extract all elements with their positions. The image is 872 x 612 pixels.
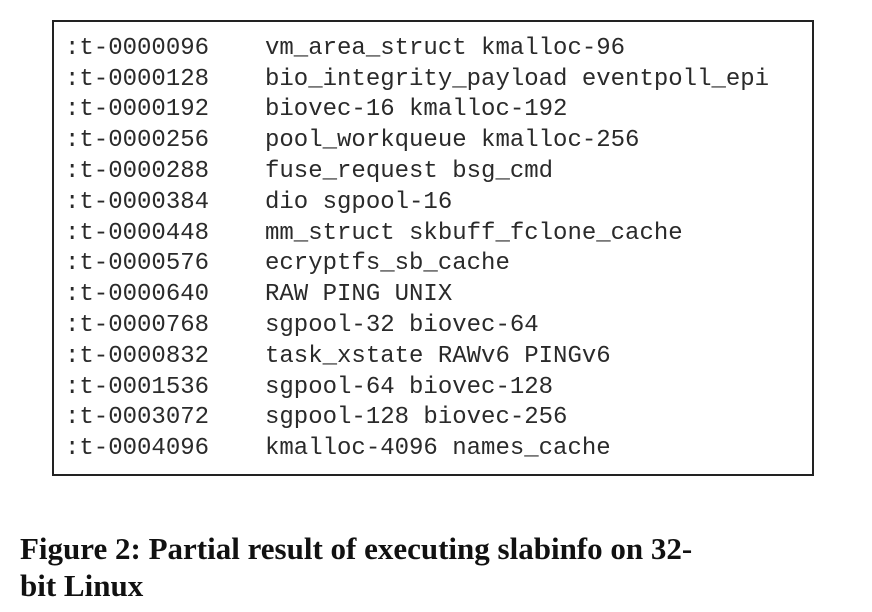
- listing-row: :t-0000768 sgpool-32 biovec-64: [65, 310, 769, 341]
- listing-row: :t-0004096 kmalloc-4096 names_cache: [65, 433, 769, 464]
- slab-id: :t-0000448: [65, 219, 210, 247]
- slab-caches: vm_area_struct kmalloc-96: [265, 34, 626, 62]
- listing-row: :t-0000096 vm_area_struct kmalloc-96: [65, 33, 769, 64]
- listing-rows: :t-0000096 vm_area_struct kmalloc-96 :t-0…: [65, 33, 769, 464]
- listing-row: :t-0000256 pool_workqueue kmalloc-256: [65, 125, 769, 156]
- slab-id: :t-0000288: [65, 158, 210, 186]
- listing-row: :t-0000640 RAW PING UNIX: [65, 279, 769, 310]
- listing-row: :t-0001536 sgpool-64 biovec-128: [65, 372, 769, 403]
- slab-caches: bio_integrity_payload eventpoll_epi: [265, 65, 770, 93]
- listing-row: :t-0000448 mm_struct skbuff_fclone_cache: [65, 218, 769, 249]
- slab-caches: biovec-16 kmalloc-192: [265, 96, 568, 124]
- slab-id: :t-0000768: [65, 312, 210, 340]
- slab-id: :t-0004096: [65, 435, 210, 463]
- listing-row: :t-0000288 fuse_request bsg_cmd: [65, 156, 769, 187]
- slab-id: :t-0000128: [65, 65, 210, 93]
- slab-id: :t-0000192: [65, 96, 210, 124]
- figure-caption-line-1: Figure 2: Partial result of executing sl…: [20, 531, 693, 566]
- slab-caches: sgpool-32 biovec-64: [265, 312, 539, 340]
- slab-id: :t-0001536: [65, 373, 210, 401]
- listing-row: :t-0000832 task_xstate RAWv6 PINGv6: [65, 341, 769, 372]
- slabinfo-listing: :t-0000096 vm_area_struct kmalloc-96 :t-0…: [52, 20, 814, 476]
- slab-caches: task_xstate RAWv6 PINGv6: [265, 342, 611, 370]
- slab-caches: dio sgpool-16: [265, 188, 453, 216]
- slab-id: :t-0000832: [65, 342, 210, 370]
- listing-row: :t-0000384 dio sgpool-16: [65, 187, 769, 218]
- slab-id: :t-0000096: [65, 34, 210, 62]
- slab-id: :t-0003072: [65, 404, 210, 432]
- listing-row: :t-0000128 bio_integrity_payload eventpol…: [65, 64, 769, 95]
- slab-caches: ecryptfs_sb_cache: [265, 250, 510, 278]
- slab-caches: mm_struct skbuff_fclone_cache: [265, 219, 683, 247]
- slab-caches: RAW PING UNIX: [265, 281, 453, 309]
- listing-row: :t-0003072 sgpool-128 biovec-256: [65, 403, 769, 434]
- listing-row: :t-0000576 ecryptfs_sb_cache: [65, 249, 769, 280]
- slab-id: :t-0000640: [65, 281, 210, 309]
- slab-id: :t-0000576: [65, 250, 210, 278]
- slab-caches: pool_workqueue kmalloc-256: [265, 127, 640, 155]
- slab-caches: sgpool-128 biovec-256: [265, 404, 568, 432]
- slab-id: :t-0000384: [65, 188, 210, 216]
- slab-caches: fuse_request bsg_cmd: [265, 158, 554, 186]
- slab-caches: kmalloc-4096 names_cache: [265, 435, 611, 463]
- figure-caption: Figure 2: Partial result of executing sl…: [20, 530, 860, 604]
- slab-caches: sgpool-64 biovec-128: [265, 373, 554, 401]
- listing-row: :t-0000192 biovec-16 kmalloc-192: [65, 95, 769, 126]
- slab-id: :t-0000256: [65, 127, 210, 155]
- figure-caption-line-2: bit Linux: [20, 568, 144, 603]
